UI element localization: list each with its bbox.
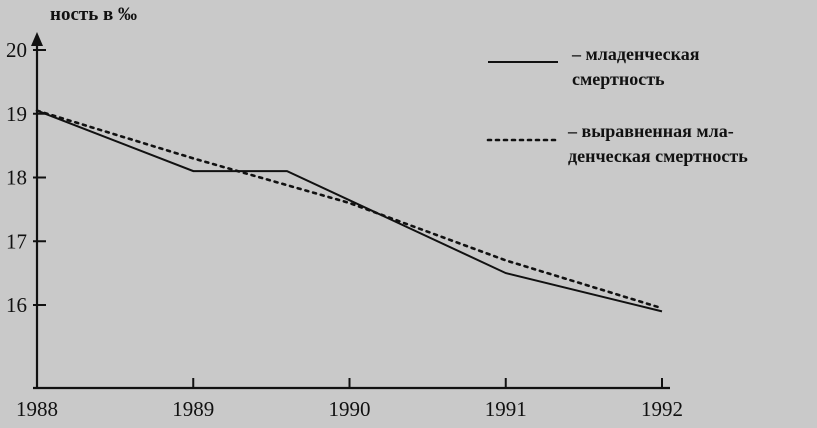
- series-line-infant-mortality: [36, 109, 663, 313]
- y-tick-label: 16: [6, 293, 27, 317]
- x-ticks: 1988 1989 1990 1991 1992: [16, 378, 683, 421]
- y-tick-label: 20: [6, 38, 27, 62]
- x-tick-label: 1990: [329, 397, 371, 421]
- x-tick-label: 1991: [485, 397, 527, 421]
- legend-entry: денческая смертность: [568, 146, 748, 166]
- chart-axes: [31, 32, 670, 390]
- legend-entry: смертность: [572, 69, 665, 89]
- legend-entry: – младенческая: [571, 44, 700, 64]
- y-axis-arrow: [31, 32, 43, 46]
- legend: – младенческая смертность – выравненная мл…: [486, 44, 748, 166]
- y-ticks: 16 17 18 19 20: [6, 38, 46, 317]
- y-tick-label: 19: [6, 102, 27, 126]
- x-tick-label: 1992: [641, 397, 683, 421]
- series-line-smoothed-mortality: [35, 109, 664, 310]
- x-tick-label: 1989: [172, 397, 214, 421]
- legend-entry: – выравненная мла-: [567, 121, 734, 141]
- x-tick-label: 1988: [16, 397, 58, 421]
- y-tick-label: 18: [6, 166, 27, 190]
- y-tick-label: 17: [6, 229, 27, 253]
- series-layer: [35, 109, 664, 313]
- y-axis-label: ность в ‰: [50, 4, 137, 25]
